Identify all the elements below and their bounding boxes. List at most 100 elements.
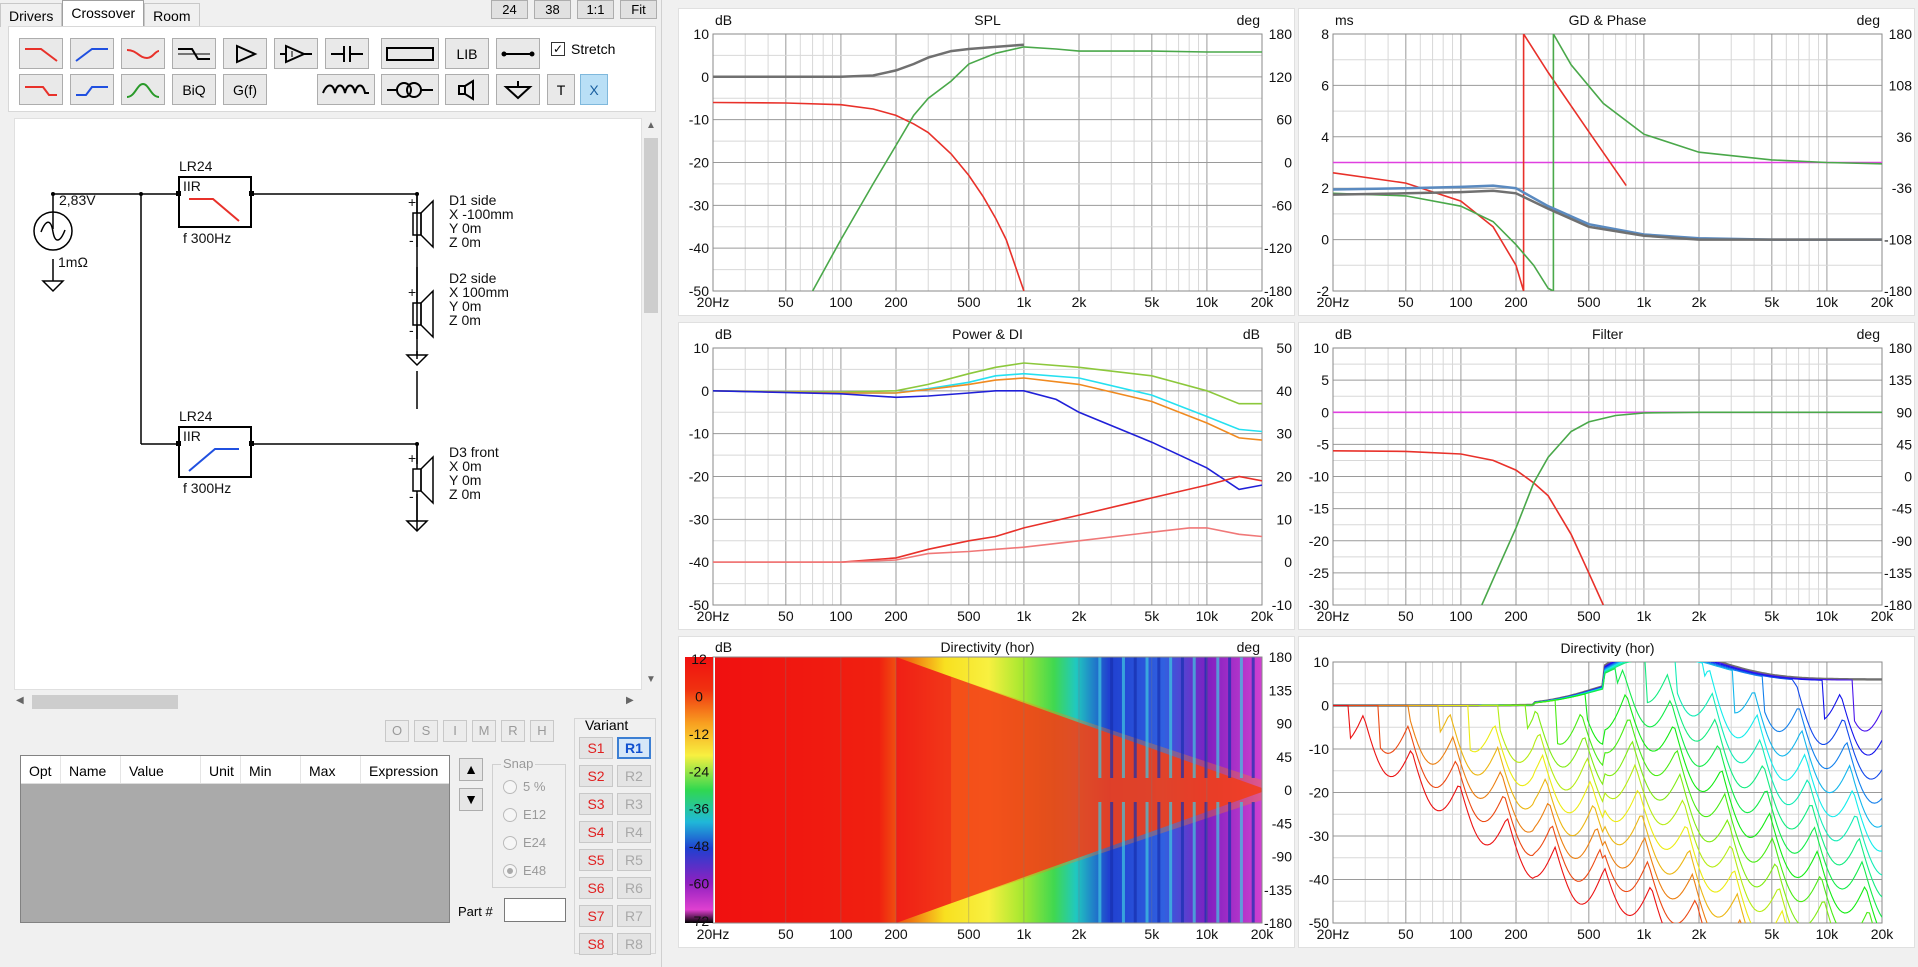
directivity-lines-chart[interactable]: Directivity (hor) 10 0 -10 -20 -30 -40 -50 20Hz 5… — [1298, 636, 1915, 948]
opt-i-button[interactable]: I — [443, 720, 467, 742]
opt-r-button[interactable]: R — [501, 720, 525, 742]
part-number-input[interactable] — [504, 898, 566, 922]
variant-r3-button[interactable]: R3 — [617, 793, 651, 815]
gd-phase-chart[interactable]: GD & Phase ms deg 8 6 4 2 0 -2 180 108 36 -36 -108 -18… — [1298, 8, 1915, 316]
biquad-button[interactable]: BiQ — [172, 74, 216, 105]
opamp-button[interactable] — [274, 38, 318, 69]
stretch-toggle[interactable]: ✓ Stretch — [551, 41, 615, 57]
tab-room[interactable]: Room — [144, 3, 200, 27]
allpass-button[interactable] — [172, 38, 216, 69]
parameter-table[interactable]: Opt Name Value Unit Min Max Expression — [20, 755, 450, 923]
opt-o-button[interactable]: O — [385, 720, 409, 742]
variant-r1-button[interactable]: R1 — [617, 737, 651, 759]
power-di-chart[interactable]: Power & DI dB dB 10 0 -10 -20 -30 -40 -50 50 40 30 20… — [678, 322, 1295, 630]
opamp-icon — [280, 43, 312, 64]
tab-crossover[interactable]: Crossover — [62, 0, 145, 27]
zoom-fit-button[interactable]: Fit — [620, 0, 657, 19]
col-name[interactable]: Name — [61, 756, 121, 783]
variant-group: Variant S1 R1 S2 R2 S3 R3 S4 R4 S5 R5 S6… — [574, 717, 656, 955]
highpass-2nd-button[interactable] — [70, 74, 114, 105]
schematic-vscrollbar[interactable]: ▲ ▼ — [642, 118, 660, 690]
gain-function-button[interactable]: G(f) — [223, 74, 267, 105]
tab-drivers[interactable]: Drivers — [0, 3, 63, 27]
highpass-1st-button[interactable] — [70, 38, 114, 69]
vscroll-thumb[interactable] — [644, 138, 658, 313]
filter-chart[interactable]: Filter dB deg 10 5 0 -5 -10 -15 -20 -25 -30 180 135 90… — [1298, 322, 1915, 630]
voltage-source[interactable] — [33, 211, 73, 251]
variant-r8-button[interactable]: R8 — [617, 933, 651, 955]
variant-s1-button[interactable]: S1 — [579, 737, 613, 759]
col-unit[interactable]: Unit — [201, 756, 241, 783]
col-value[interactable]: Value — [121, 756, 201, 783]
xtick-2-6: 2k — [1072, 608, 1088, 624]
directivity-heatmap[interactable]: Directivity (hor) dB deg 12 0 -12 -24 -36 -48 -60… — [678, 636, 1295, 948]
lowpass-1st-button[interactable] — [19, 38, 63, 69]
transformer-button[interactable] — [381, 74, 439, 105]
col-min[interactable]: Min — [241, 756, 301, 783]
zoom-1-1-button[interactable]: 1:1 — [577, 0, 614, 19]
variant-r7-button[interactable]: R7 — [617, 905, 651, 927]
col-expression[interactable]: Expression — [369, 763, 439, 779]
buffer-button[interactable] — [223, 38, 267, 69]
opt-h-button[interactable]: H — [530, 720, 554, 742]
d3-x: X 0m — [449, 458, 482, 474]
variant-r6-button[interactable]: R6 — [617, 877, 651, 899]
zoom-38-button[interactable]: 38 — [534, 0, 571, 19]
y2tick-3-4: 0 — [1904, 469, 1912, 485]
resistor-button[interactable] — [381, 38, 439, 69]
snap-e24-radio[interactable]: E24 — [503, 835, 546, 850]
ytick-1-3: 2 — [1321, 180, 1329, 196]
snap-e12-radio[interactable]: E12 — [503, 807, 546, 822]
ytick-2-4: -30 — [689, 511, 709, 527]
driver-button[interactable] — [445, 74, 489, 105]
series-0-gray — [713, 43, 1024, 79]
delete-button[interactable]: X — [580, 74, 608, 105]
filter2-type: IIR — [183, 428, 201, 444]
move-up-button[interactable]: ▲ — [459, 758, 483, 781]
variant-s3-button[interactable]: S3 — [579, 793, 613, 815]
cbar-tick-3: -24 — [689, 763, 709, 779]
variant-s5-button[interactable]: S5 — [579, 849, 613, 871]
xtick-5-1: 50 — [1398, 926, 1414, 942]
wire-button[interactable] — [496, 38, 540, 69]
scroll-down-icon[interactable]: ▼ — [646, 674, 656, 685]
move-down-button[interactable]: ▼ — [459, 788, 483, 811]
ytick-1-4: 0 — [1321, 232, 1329, 248]
variant-s2-button[interactable]: S2 — [579, 765, 613, 787]
inductor-button[interactable] — [317, 74, 375, 105]
opt-m-button[interactable]: M — [472, 720, 496, 742]
variant-s4-button[interactable]: S4 — [579, 821, 613, 843]
variant-r2-button[interactable]: R2 — [617, 765, 651, 787]
schematic-hscrollbar[interactable]: ◀ ▶ — [14, 692, 642, 710]
capacitor-button[interactable] — [325, 38, 369, 69]
variant-s7-button[interactable]: S7 — [579, 905, 613, 927]
ground-button[interactable] — [496, 74, 540, 105]
lowpass-2nd-button[interactable] — [19, 74, 63, 105]
scroll-up-icon[interactable]: ▲ — [646, 120, 656, 131]
snap-e48-radio[interactable]: E48 — [503, 863, 546, 878]
variant-s8-button[interactable]: S8 — [579, 933, 613, 955]
zoom-24-button[interactable]: 24 — [491, 0, 528, 19]
hscroll-thumb[interactable] — [32, 695, 178, 709]
text-button[interactable]: T — [547, 74, 575, 105]
schematic-canvas[interactable]: 2,83V 1mΩ LR24 IIR f 300Hz LR24 IIR f 30… — [14, 118, 642, 690]
lowpass-shelf-button[interactable] — [121, 38, 165, 69]
variant-r4-button[interactable]: R4 — [617, 821, 651, 843]
opt-s-button[interactable]: S — [414, 720, 438, 742]
xtick-0-7: 5k — [1144, 294, 1160, 310]
col-max[interactable]: Max — [301, 756, 361, 783]
series-2-blue — [713, 390, 1262, 491]
y2tick-1-3: -36 — [1892, 180, 1912, 196]
scroll-right-icon[interactable]: ▶ — [626, 695, 634, 706]
scroll-left-icon[interactable]: ◀ — [16, 695, 24, 706]
variant-r5-button[interactable]: R5 — [617, 849, 651, 871]
cbar-tick-5: -48 — [689, 838, 709, 854]
stretch-checkbox[interactable]: ✓ — [551, 42, 565, 56]
library-button[interactable]: LIB — [445, 38, 489, 69]
variant-s6-button[interactable]: S6 — [579, 877, 613, 899]
col-opt[interactable]: Opt — [21, 756, 61, 783]
bandpass-button[interactable] — [121, 74, 165, 105]
series-layer-0 — [713, 43, 1262, 291]
snap-5pct-radio[interactable]: 5 % — [503, 779, 545, 794]
spl-chart[interactable]: SPL dB deg 10 0 -10 -20 -30 -40 -50 180 120 60 0 -60 -1… — [678, 8, 1295, 316]
